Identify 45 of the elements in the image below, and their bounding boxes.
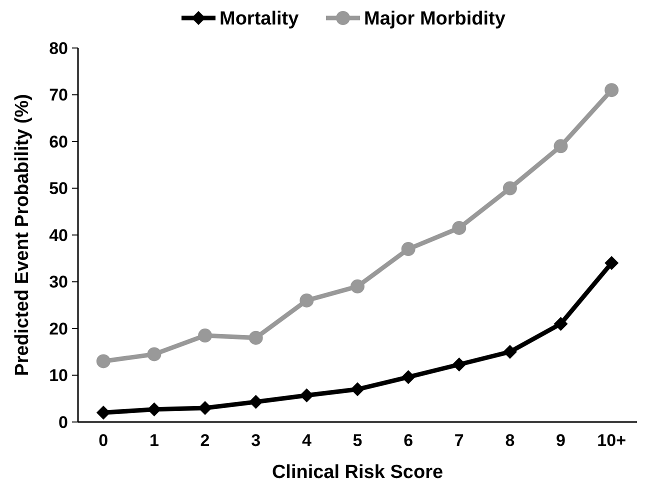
point [554,139,568,154]
point [452,220,466,235]
x-axis-title: Clinical Risk Score [272,462,444,483]
y-tick-label: 10 [49,366,68,386]
x-tick-label: 5 [352,431,362,450]
x-tick-label: 8 [505,431,515,450]
x-tick-label: 1 [149,431,159,450]
y-tick-label: 60 [49,132,68,152]
x-tick-label: 2 [200,431,210,450]
point [401,370,416,384]
point [198,328,212,343]
point [554,316,568,331]
point [350,382,364,396]
legend-label: Mortality [220,8,300,30]
point [604,83,619,98]
x-tick-label: 7 [454,431,464,450]
point [502,181,517,196]
point [248,330,263,345]
x-tick-label: 10+ [597,431,626,450]
point [198,400,212,415]
point [350,279,364,294]
y-tick-label: 70 [49,86,68,105]
y-tick-label: 0 [58,412,68,432]
y-tick-label: 20 [49,319,68,338]
point [604,256,619,270]
point [147,347,162,362]
point [96,354,110,368]
x-tick-label: 6 [404,431,414,450]
x-tick-label: 4 [302,431,312,450]
y-axis-title: Predicted Event Probability (%) [12,94,33,376]
point [300,293,314,308]
point [452,357,466,372]
y-tick-label: 40 [49,226,68,245]
y-tick-label: 50 [49,179,68,198]
point [96,406,110,420]
y-tick-label: 30 [49,272,68,292]
x-tick-label: 9 [556,431,566,450]
x-tick-label: 0 [98,431,108,450]
point [502,344,517,359]
point [248,394,263,409]
point [401,242,416,256]
y-tick-label: 80 [49,38,68,58]
point [300,388,314,402]
legend-label: Major Morbidity [364,8,506,30]
x-tick-label: 3 [251,431,261,450]
